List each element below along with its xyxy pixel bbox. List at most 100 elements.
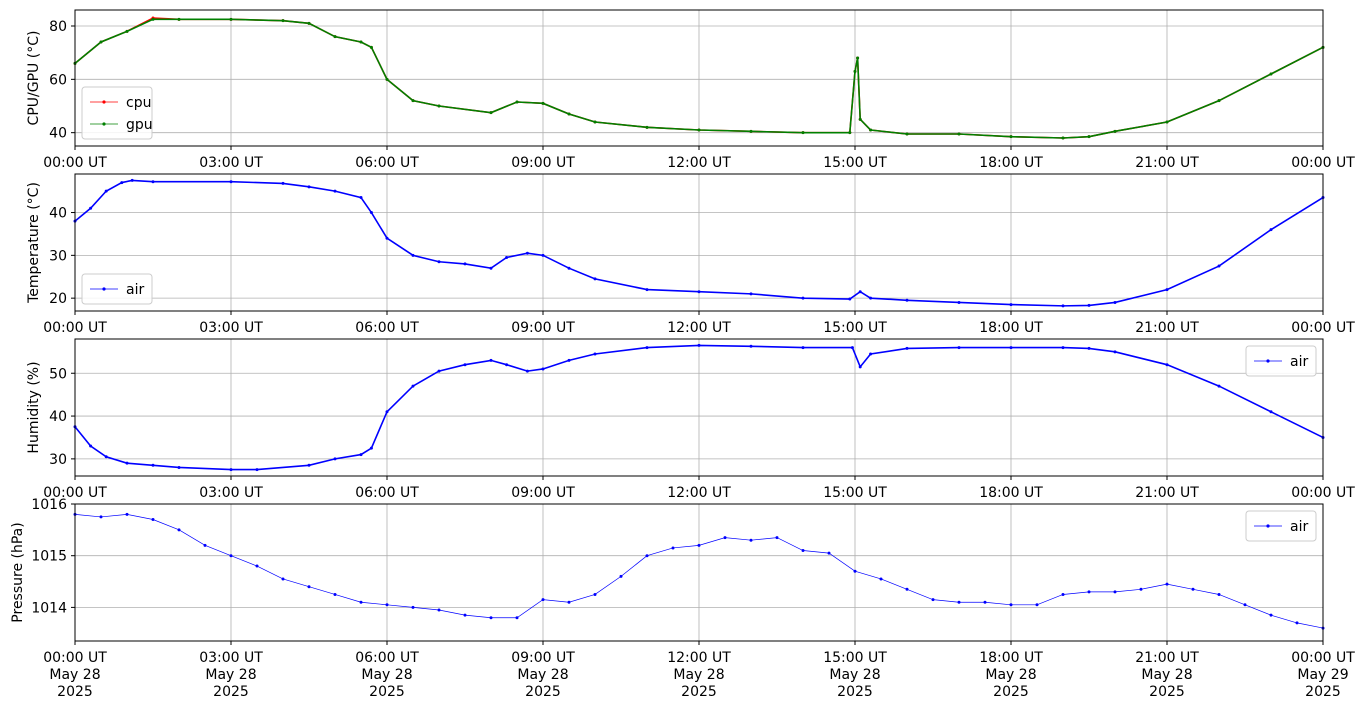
data-point-gpu — [541, 101, 545, 105]
x-tick-label: 00:00 UT May 28 2025 — [43, 650, 107, 700]
subplot-1: 40 60 80 00:00 UT 03:00 UT 06:00 UT 09:00 UT 12… — [26, 9, 1355, 171]
data-point-air — [1165, 363, 1169, 367]
data-point-air — [1243, 603, 1247, 607]
data-point-air — [850, 346, 854, 350]
data-point-air — [1061, 346, 1065, 350]
data-point-air — [645, 346, 649, 350]
legend: cpu gpu — [81, 86, 153, 140]
data-point-air — [593, 352, 597, 356]
data-point-air — [359, 196, 363, 200]
data-point-gpu — [369, 45, 373, 49]
data-point-air — [307, 585, 311, 589]
data-point-air — [749, 538, 753, 542]
data-point-gpu — [869, 128, 873, 132]
data-point-air — [697, 290, 701, 294]
data-point-air — [567, 600, 571, 604]
data-point-air — [1217, 592, 1221, 596]
x-tick-label: 03:00 UT — [199, 485, 263, 501]
x-tick-label: 12:00 UT — [667, 155, 731, 171]
data-point-air — [525, 369, 529, 373]
data-point-gpu — [385, 77, 389, 81]
data-point-air — [89, 206, 93, 210]
data-point-air — [1009, 346, 1013, 350]
data-point-air — [749, 292, 753, 296]
data-point-air — [505, 363, 509, 367]
data-point-air — [1087, 346, 1091, 350]
data-point-air — [671, 546, 675, 550]
data-point-air — [1113, 350, 1117, 354]
data-point-air — [151, 518, 155, 522]
legend-marker-air — [1266, 359, 1270, 363]
data-point-air — [151, 463, 155, 467]
data-point-air — [229, 554, 233, 558]
data-point-air — [229, 180, 233, 184]
y-axis-label: CPU/GPU (°C) — [26, 31, 42, 126]
x-tick-label: 03:00 UT May 28 2025 — [199, 650, 263, 700]
data-point-air — [801, 549, 805, 553]
y-axis-label: Humidity (%) — [26, 361, 42, 453]
x-tick-label: 00:00 UT — [1291, 155, 1355, 171]
data-point-air — [879, 577, 883, 581]
data-point-gpu — [1113, 129, 1117, 133]
data-point-gpu — [1217, 99, 1221, 103]
data-point-air — [99, 515, 103, 519]
legend-label-air: air — [126, 282, 144, 298]
x-tick-label: 12:00 UT May 28 2025 — [667, 650, 731, 700]
x-tick-label: 00:00 UT — [43, 320, 107, 336]
x-tick-label: 09:00 UT — [511, 485, 575, 501]
data-point-air — [333, 189, 337, 193]
x-tick-label: 21:00 UT May 28 2025 — [1135, 650, 1199, 700]
data-point-air — [645, 288, 649, 292]
legend-label-cpu: cpu — [126, 95, 151, 111]
data-point-air — [411, 253, 415, 257]
data-point-air — [104, 455, 108, 459]
data-point-air — [541, 598, 545, 602]
data-point-air — [125, 461, 129, 465]
data-point-air — [1113, 590, 1117, 594]
data-point-gpu — [229, 17, 233, 21]
data-point-air — [1191, 587, 1195, 591]
y-tick-label: 60 — [49, 72, 67, 88]
data-point-air — [749, 344, 753, 348]
data-point-air — [593, 277, 597, 281]
legend: air — [1245, 345, 1317, 377]
y-tick-label: 40 — [49, 206, 67, 222]
data-point-air — [255, 468, 259, 472]
subplot-2: 20 30 40 00:00 UT 03:00 UT 06:00 UT 09:00 UT 12… — [26, 173, 1355, 336]
data-point-gpu — [957, 132, 961, 136]
data-point-air — [905, 298, 909, 302]
data-point-air — [359, 600, 363, 604]
data-point-air — [281, 577, 285, 581]
data-point-air — [463, 613, 467, 617]
data-point-air — [541, 253, 545, 257]
data-point-air — [957, 300, 961, 304]
x-tick-label: 06:00 UT — [355, 485, 419, 501]
data-point-air — [957, 600, 961, 604]
data-point-gpu — [437, 104, 441, 108]
data-point-gpu — [858, 117, 862, 121]
data-point-gpu — [848, 131, 852, 135]
data-point-air — [385, 410, 389, 414]
data-point-air — [1269, 410, 1273, 414]
y-tick-label: 40 — [49, 409, 67, 425]
data-point-gpu — [905, 132, 909, 136]
data-point-air — [437, 369, 441, 373]
data-point-air — [957, 346, 961, 350]
x-tick-label: 00:00 UT May 29 2025 — [1291, 650, 1355, 700]
data-point-air — [369, 446, 373, 450]
data-point-air — [177, 465, 181, 469]
x-tick-label: 03:00 UT — [199, 155, 263, 171]
legend-label-gpu: gpu — [126, 117, 153, 133]
x-tick-label: 00:00 UT — [43, 155, 107, 171]
data-point-air — [567, 266, 571, 270]
data-point-air — [1087, 590, 1091, 594]
data-point-air — [151, 180, 155, 184]
data-point-air — [905, 346, 909, 350]
data-point-gpu — [856, 56, 860, 60]
x-tick-label: 12:00 UT — [667, 320, 731, 336]
data-point-air — [359, 453, 363, 457]
data-point-air — [177, 528, 181, 532]
legend-box — [81, 86, 153, 140]
data-point-air — [869, 352, 873, 356]
